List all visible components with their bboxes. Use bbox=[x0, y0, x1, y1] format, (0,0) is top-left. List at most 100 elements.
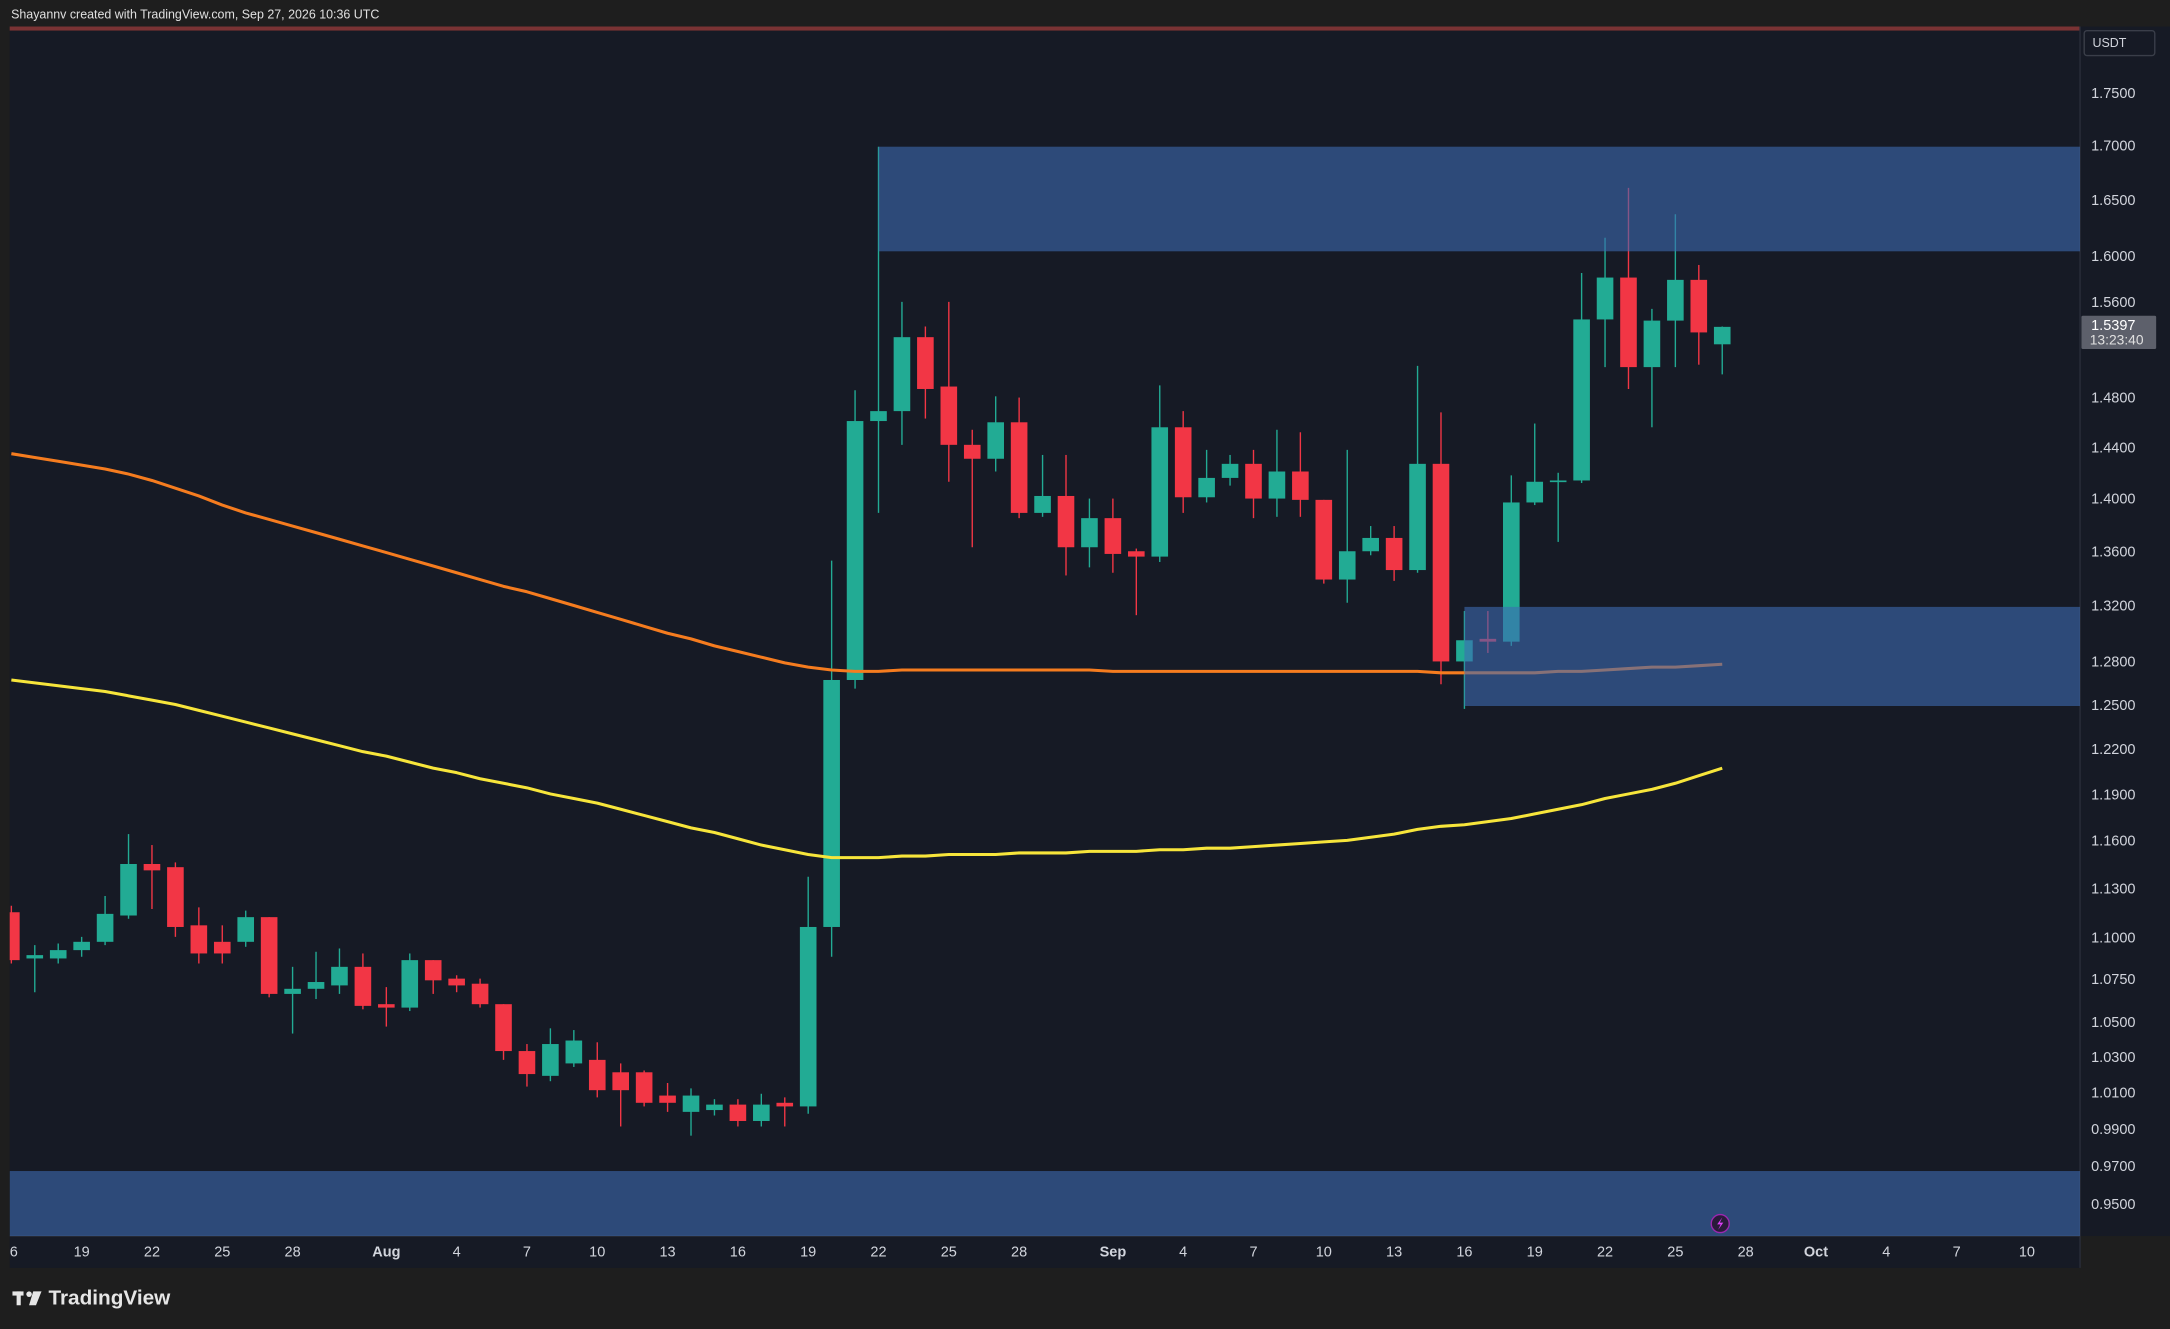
y-tick-label: 1.1900 bbox=[2091, 787, 2135, 803]
y-tick-label: 1.0300 bbox=[2091, 1050, 2135, 1066]
candle-body bbox=[9, 912, 20, 961]
candle-body bbox=[542, 1044, 559, 1076]
candle-body bbox=[190, 925, 208, 954]
x-tick-label: 7 bbox=[523, 1245, 531, 1261]
x-tick-label: 4 bbox=[453, 1245, 461, 1261]
candle-body bbox=[1409, 463, 1426, 571]
candle-body bbox=[26, 955, 44, 959]
currency: USDT bbox=[2093, 36, 2127, 50]
candle-body bbox=[682, 1095, 700, 1112]
x-tick-label: 19 bbox=[1527, 1245, 1543, 1261]
candle-body bbox=[612, 1072, 630, 1091]
candle-body bbox=[1620, 277, 1637, 368]
candle-body bbox=[73, 941, 90, 951]
candle-body bbox=[1432, 463, 1450, 662]
candle-body bbox=[331, 966, 348, 986]
x-tick-label: 28 bbox=[1011, 1245, 1027, 1261]
x-tick-label: 4 bbox=[1882, 1245, 1890, 1261]
logo-icon bbox=[26, 1291, 32, 1297]
y-tick-label: 1.1300 bbox=[2091, 881, 2135, 897]
x-tick-label: 10 bbox=[589, 1245, 605, 1261]
candle-body bbox=[1667, 279, 1684, 321]
candle-body bbox=[284, 988, 301, 994]
last-price-box bbox=[2081, 315, 2157, 349]
candle-body bbox=[588, 1059, 606, 1091]
candle-body bbox=[1034, 495, 1051, 513]
candle-body bbox=[729, 1104, 747, 1121]
candle-body bbox=[706, 1104, 723, 1111]
candle-body bbox=[49, 950, 67, 959]
candle-body bbox=[1057, 495, 1075, 548]
candle-body bbox=[237, 917, 255, 942]
candle-body bbox=[846, 421, 864, 680]
candle-body bbox=[401, 960, 419, 1008]
x-tick-label: 16 bbox=[1456, 1245, 1472, 1261]
candle-body bbox=[753, 1104, 770, 1121]
x-tick-label: 7 bbox=[1249, 1245, 1257, 1261]
candle-body bbox=[1690, 279, 1708, 333]
candle-body bbox=[1573, 319, 1590, 481]
candle-body bbox=[635, 1072, 653, 1103]
candle-body bbox=[1502, 502, 1520, 642]
y-tick-label: 1.1600 bbox=[2091, 834, 2135, 850]
candle-body bbox=[870, 411, 887, 422]
candle-body bbox=[307, 982, 325, 989]
y-tick-label: 1.0100 bbox=[2091, 1086, 2135, 1102]
y-tick-label: 1.7000 bbox=[2091, 139, 2135, 155]
candle-body bbox=[1081, 518, 1098, 548]
y-tick-label: 1.4000 bbox=[2091, 492, 2135, 508]
candle-body bbox=[776, 1102, 794, 1107]
candle-body bbox=[1643, 320, 1661, 368]
y-tick-label: 1.4400 bbox=[2091, 440, 2135, 456]
x-tick-label: 19 bbox=[800, 1245, 816, 1261]
zone bbox=[9, 1171, 2081, 1237]
y-tick-label: 1.3600 bbox=[2091, 544, 2135, 560]
candle-body bbox=[1292, 471, 1309, 500]
x-tick-label: 25 bbox=[214, 1245, 230, 1261]
last-price: 1.5397 bbox=[2091, 318, 2135, 334]
candle-body bbox=[167, 867, 184, 927]
y-tick-label: 1.6000 bbox=[2091, 249, 2135, 265]
plot bbox=[9, 146, 2081, 1237]
candle-body bbox=[940, 386, 958, 445]
y-tick-label: 1.2800 bbox=[2091, 655, 2135, 671]
x-tick-label: 25 bbox=[941, 1245, 957, 1261]
currency-box[interactable] bbox=[2083, 29, 2156, 57]
logo: TradingView bbox=[12, 1287, 171, 1310]
candle-body bbox=[1596, 277, 1614, 320]
x-tick-label: 13 bbox=[1386, 1245, 1402, 1261]
x-tick-label: 25 bbox=[1667, 1245, 1683, 1261]
candle-body bbox=[1713, 326, 1731, 345]
y-tick-label: 0.9900 bbox=[2091, 1122, 2135, 1138]
candle-body bbox=[1268, 471, 1286, 499]
candle-body bbox=[565, 1040, 583, 1064]
candle-body bbox=[1385, 537, 1403, 571]
logo-icon bbox=[29, 1291, 42, 1306]
candle-body bbox=[1245, 463, 1262, 499]
moving-average bbox=[11, 452, 1723, 675]
x-tick-label: 13 bbox=[659, 1245, 675, 1261]
x-tick-label: Oct bbox=[1804, 1245, 1828, 1261]
x-tick-label: 10 bbox=[2019, 1245, 2035, 1261]
zone bbox=[878, 146, 2081, 252]
alert-icon bbox=[1717, 1217, 1724, 1230]
x-tick-label: 22 bbox=[144, 1245, 160, 1261]
y-tick-label: 1.0750 bbox=[2091, 972, 2135, 988]
x-tick-label: 7 bbox=[1953, 1245, 1961, 1261]
candle-body bbox=[893, 337, 911, 412]
x-tick-label: 28 bbox=[1738, 1245, 1754, 1261]
candle-body bbox=[213, 941, 231, 954]
candle-body bbox=[1151, 427, 1169, 557]
time-axis bbox=[9, 1236, 2081, 1268]
y-tick-label: 1.3200 bbox=[2091, 599, 2135, 615]
candle-body bbox=[987, 422, 1004, 459]
candle-body bbox=[518, 1051, 536, 1075]
candle-body bbox=[917, 337, 934, 389]
candle-body bbox=[1198, 477, 1215, 498]
zone bbox=[1464, 606, 2081, 706]
candle-body bbox=[471, 983, 489, 1005]
countdown: 13:23:40 bbox=[2090, 331, 2144, 347]
x-tick-label: 22 bbox=[1597, 1245, 1613, 1261]
